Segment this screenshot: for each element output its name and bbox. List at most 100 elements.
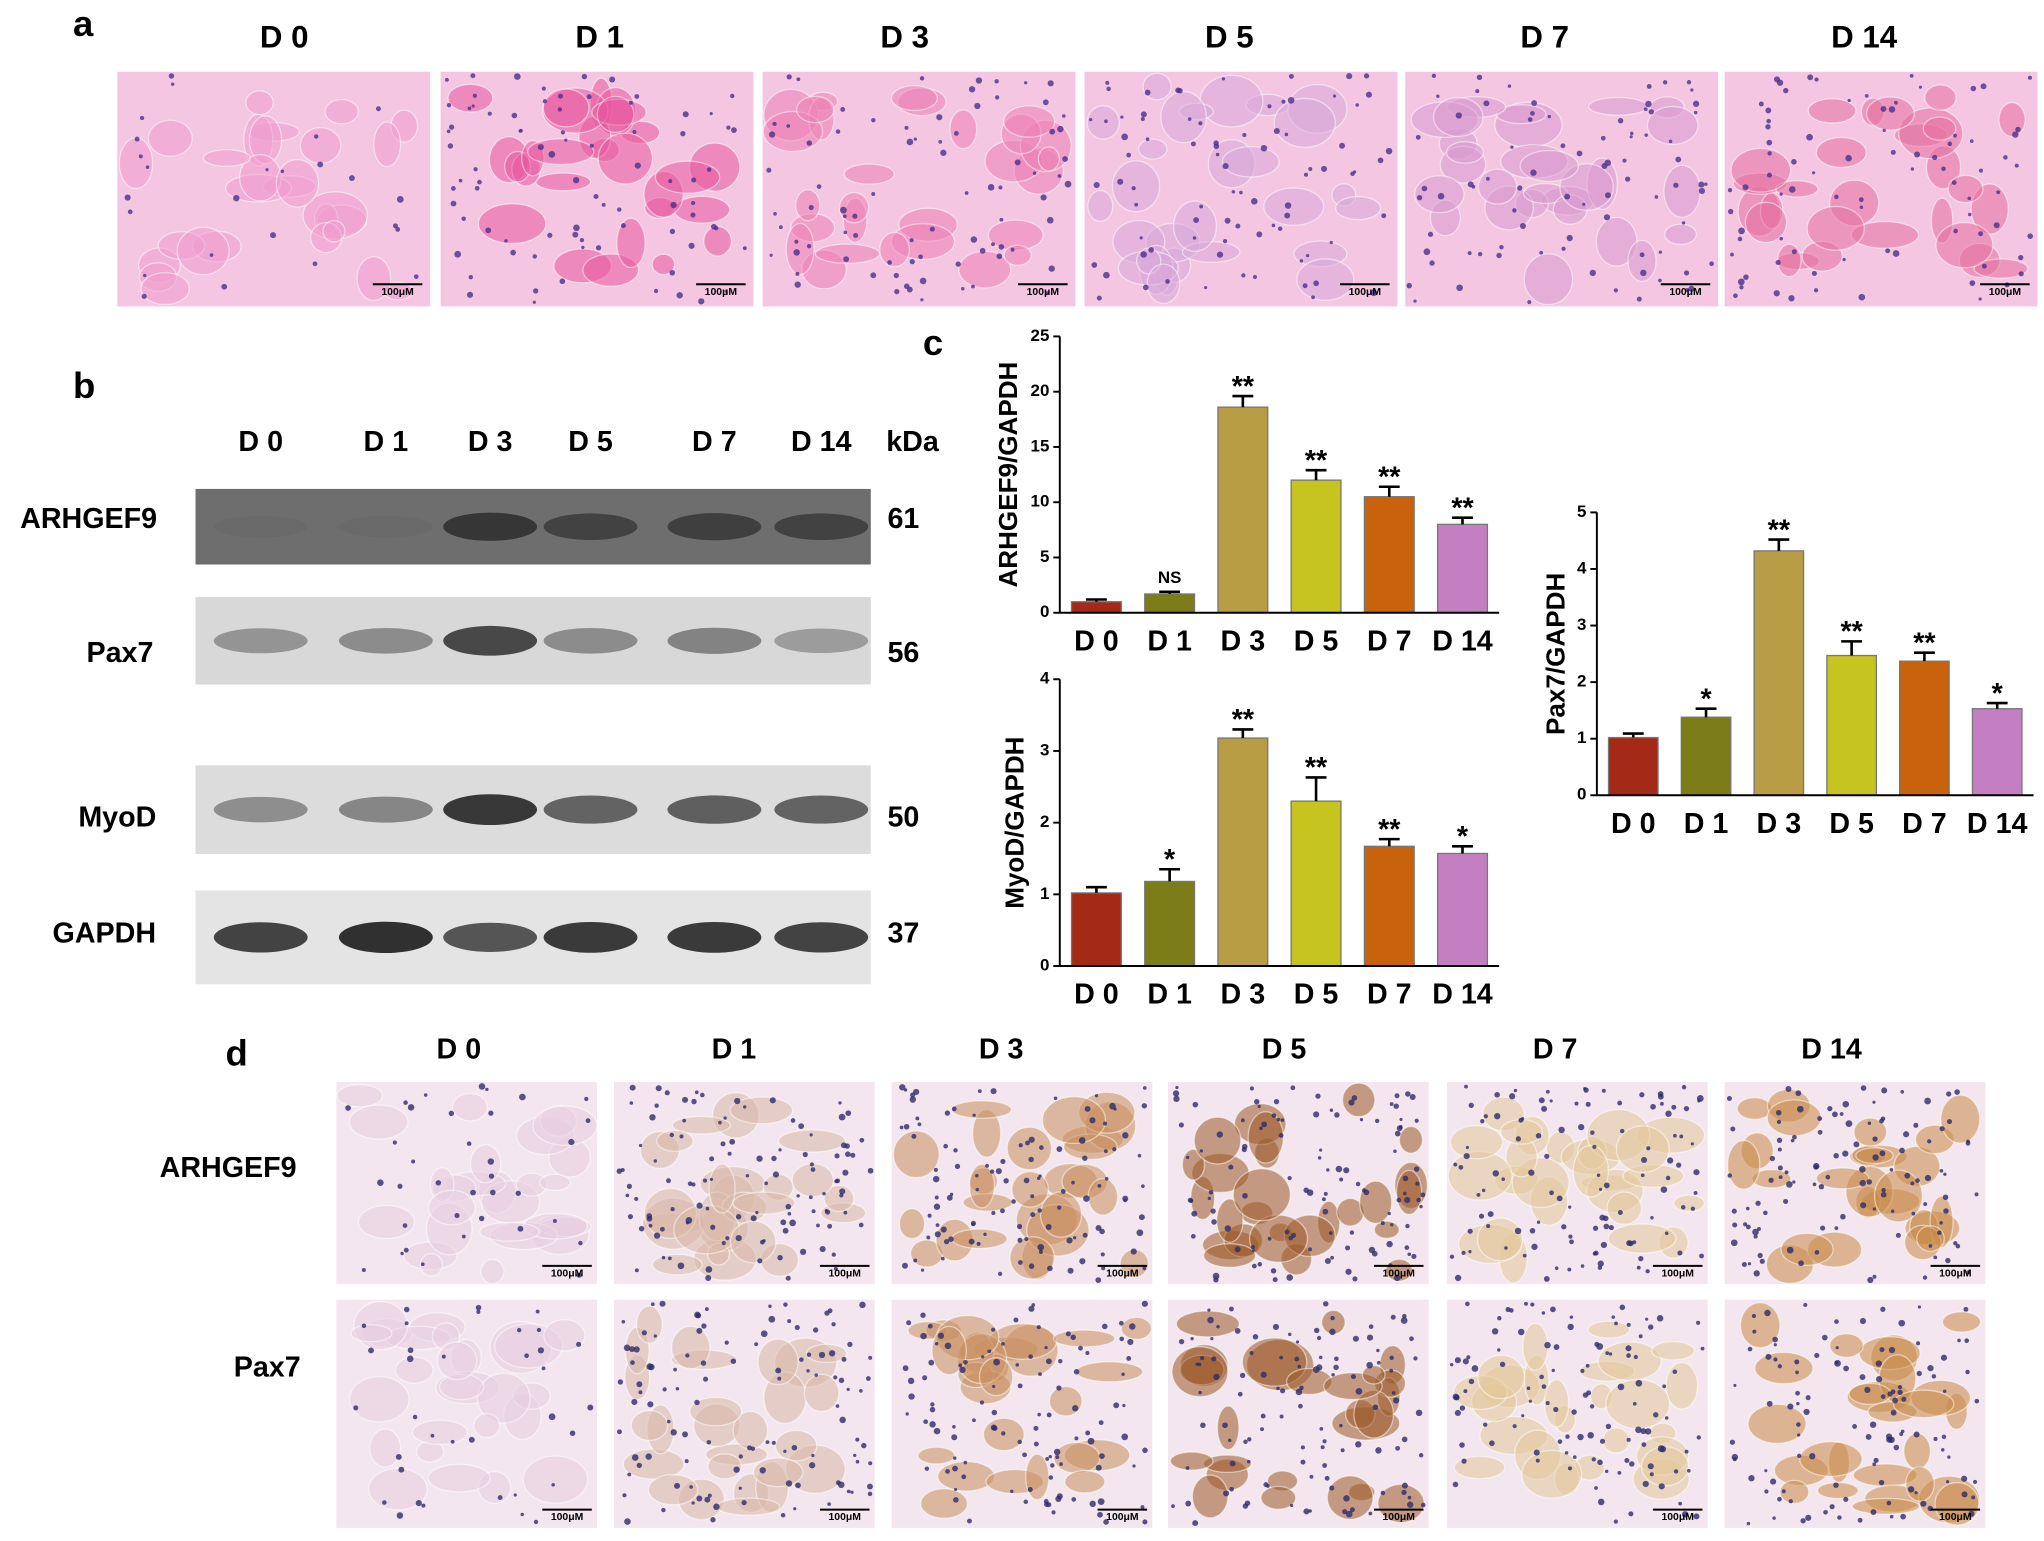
tissue-nucleus	[1048, 1454, 1052, 1459]
tissue-nucleus	[1788, 1499, 1793, 1504]
tissue-nucleus	[1633, 1354, 1638, 1360]
tissue-nucleus	[448, 1110, 455, 1117]
blot-band	[443, 922, 538, 952]
tissue-nucleus	[1582, 1392, 1589, 1398]
tissue-nucleus	[1693, 1513, 1700, 1520]
tissue-nucleus	[564, 138, 568, 142]
tissue-nucleus	[1541, 1311, 1546, 1315]
tissue-nucleus	[1381, 213, 1387, 219]
tissue-nucleus	[650, 1302, 655, 1307]
tissue-nucleus	[1924, 1174, 1932, 1182]
tissue-nucleus	[1947, 141, 1953, 147]
tissue-nucleus	[1028, 1136, 1035, 1143]
tissue-nucleus	[488, 1110, 494, 1116]
tissue-nucleus	[905, 1412, 909, 1416]
tissue-nucleus	[1753, 1234, 1758, 1239]
tissue-nucleus	[1551, 1368, 1555, 1373]
tissue-nucleus	[917, 1122, 922, 1127]
tissue-nucleus	[1550, 1306, 1556, 1313]
blot-band	[338, 628, 433, 654]
tissue-nucleus	[1322, 1439, 1327, 1444]
tissue-nucleus	[1496, 252, 1502, 259]
tissue-nucleus	[1204, 285, 1208, 290]
scale-bar-label: 100μM	[1383, 1512, 1415, 1523]
tissue-nucleus	[1700, 1346, 1705, 1351]
tissue-nucleus	[810, 1167, 816, 1172]
column-header: D 0	[238, 426, 283, 458]
tissue-nucleus	[1814, 1352, 1820, 1358]
tissue-nucleus	[783, 1449, 787, 1453]
tissue-nucleus	[1452, 1481, 1459, 1488]
tissue-nucleus	[1859, 1179, 1867, 1187]
tissue-nucleus	[1192, 236, 1197, 240]
tissue-nucleus	[1872, 1462, 1877, 1467]
tissue-nucleus	[913, 1088, 920, 1096]
tissue-nucleus	[585, 1118, 591, 1124]
tissue-nucleus	[1471, 1365, 1479, 1372]
tissue-nucleus	[1251, 197, 1258, 205]
bar	[1607, 736, 1659, 796]
tissue-nucleus	[450, 186, 456, 191]
tissue-nucleus	[1953, 228, 1958, 234]
tissue-fiber	[1744, 201, 1788, 244]
tissue-nucleus	[661, 1255, 666, 1260]
tissue-nucleus	[1271, 1113, 1277, 1118]
tissue-nucleus	[1933, 1255, 1938, 1260]
tissue-nucleus	[1704, 182, 1708, 186]
tissue-nucleus	[840, 206, 847, 214]
tissue-nucleus	[1955, 1243, 1961, 1249]
tissue-nucleus	[710, 1224, 716, 1230]
scale-bar-label: 100μM	[1106, 1512, 1138, 1523]
tissue-fiber	[1848, 1382, 1892, 1406]
tissue-nucleus	[1530, 1302, 1535, 1307]
tissue-nucleus	[1752, 1329, 1757, 1334]
tissue-nucleus	[1939, 1221, 1943, 1225]
tissue-nucleus	[1645, 1317, 1649, 1321]
tissue-nucleus	[1102, 1323, 1108, 1330]
tissue-nucleus	[634, 94, 640, 99]
tissue-fiber	[348, 1375, 410, 1423]
tissue-fiber	[1815, 1167, 1870, 1190]
tissue-nucleus	[1647, 1463, 1654, 1470]
tissue-nucleus	[1528, 1169, 1535, 1176]
scale-bar-label: 100μM	[705, 287, 737, 298]
tissue-nucleus	[669, 269, 675, 276]
tissue-nucleus	[843, 256, 850, 263]
tissue-nucleus	[938, 140, 943, 144]
tissue-nucleus	[1842, 1150, 1849, 1157]
tissue-nucleus	[1790, 1138, 1795, 1143]
tissue-nucleus	[1121, 1433, 1129, 1441]
tissue-fiber	[1171, 1346, 1229, 1398]
tissue-fiber	[1326, 1475, 1374, 1521]
tissue-nucleus	[853, 232, 859, 239]
tissue-nucleus	[1797, 1433, 1801, 1437]
tissue-nucleus	[473, 167, 478, 172]
tissue-nucleus	[572, 176, 580, 184]
tissue-nucleus	[1131, 186, 1136, 191]
tissue-nucleus	[270, 232, 277, 239]
tissue-nucleus	[621, 1320, 626, 1324]
tissue-nucleus	[1136, 1229, 1144, 1237]
tissue-nucleus	[398, 1466, 405, 1473]
x-tick-label: D 5	[1294, 979, 1339, 1011]
tissue-nucleus	[1787, 1403, 1794, 1410]
tissue-nucleus	[926, 1235, 931, 1240]
tissue-nucleus	[1640, 1428, 1647, 1435]
tissue-nucleus	[1539, 1374, 1544, 1380]
tissue-nucleus	[1954, 1089, 1960, 1095]
tissue-nucleus	[407, 1104, 415, 1111]
tissue-fiber	[898, 1208, 926, 1240]
row-label: MyoD	[78, 801, 156, 833]
tissue-fiber	[1003, 244, 1032, 266]
tissue-fiber	[978, 1357, 1014, 1397]
tissue-nucleus	[547, 232, 553, 238]
tissue-nucleus	[1600, 135, 1606, 141]
tissue-nucleus	[687, 1181, 693, 1187]
tissue-nucleus	[893, 272, 899, 279]
tissue-fiber	[729, 1096, 794, 1125]
tissue-nucleus	[1049, 128, 1056, 135]
tissue-nucleus	[1898, 1319, 1906, 1327]
tissue-nucleus	[461, 216, 466, 221]
tissue-nucleus	[703, 1376, 709, 1382]
tissue-nucleus	[1241, 1146, 1247, 1153]
